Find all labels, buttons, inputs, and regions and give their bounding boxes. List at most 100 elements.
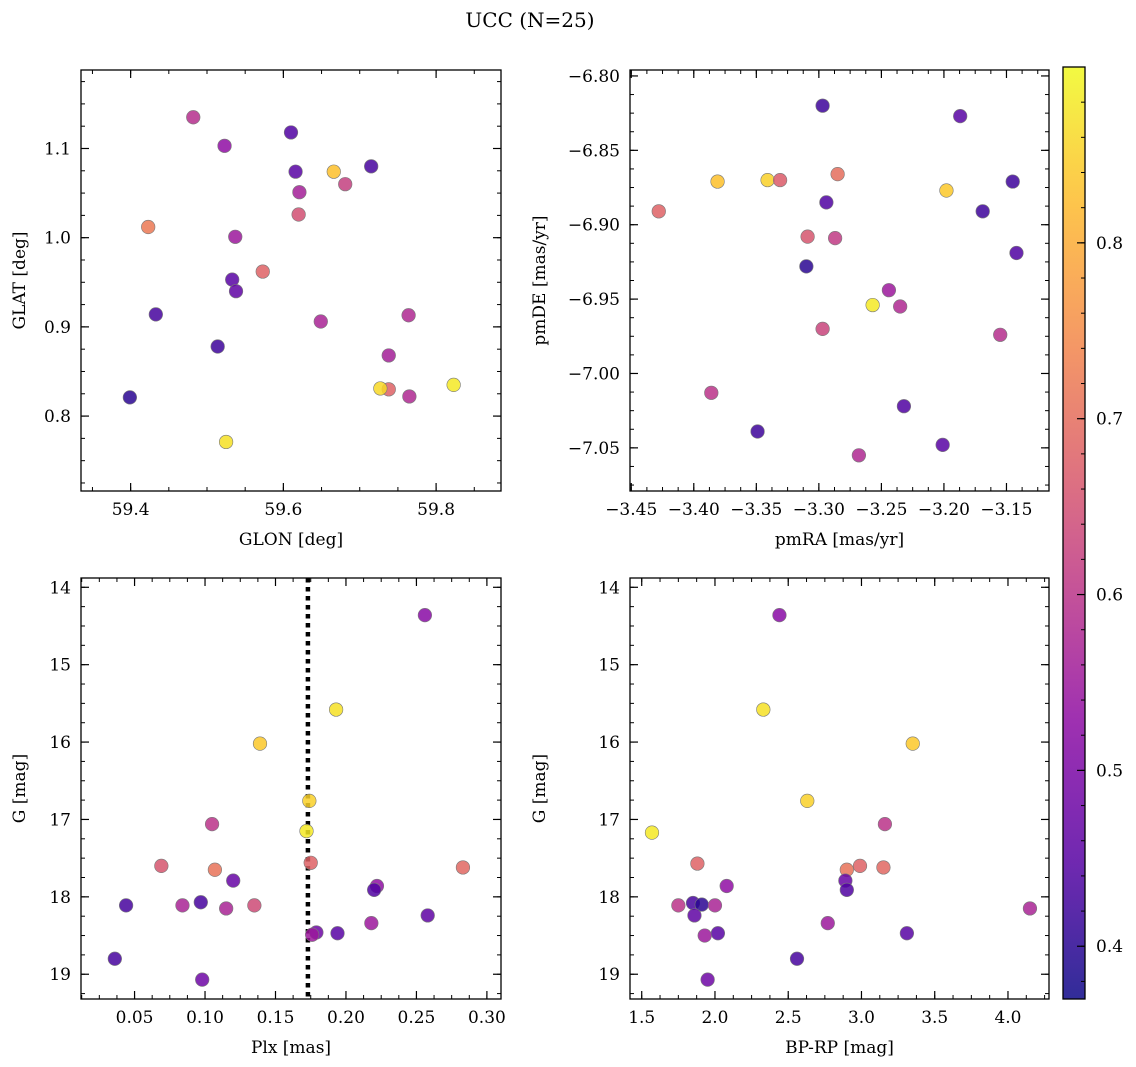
panel-plx_g: 0.05 0.10 0.15 0.20 0.25 0.30 14 15 16 17 18 19 Plx …	[10, 577, 506, 1058]
scatter-point	[789, 951, 805, 966]
panel-pmra_pmde: −3.45 −3.40 −3.35 −3.30 −3.25 −3.20 −3.15 −7.05…	[530, 67, 1050, 550]
y-axis-label: GLAT [deg]	[10, 231, 30, 329]
scatter-point	[756, 702, 771, 717]
scatter-point	[800, 229, 815, 244]
y-tick-label: −6.80	[568, 67, 620, 87]
x-tick-label: 59.8	[417, 500, 455, 520]
scatter-point	[815, 98, 830, 113]
x-tick-label: −3.40	[668, 500, 720, 520]
scatter-point	[893, 299, 908, 314]
axes-frame	[80, 69, 502, 492]
scatter-point	[651, 204, 666, 219]
x-tick-label: −3.20	[918, 500, 970, 520]
x-tick-label: 2.0	[701, 1008, 728, 1028]
scatter-point	[381, 348, 396, 363]
colorbar-tick-label: 0.4	[1096, 937, 1123, 957]
scatter-point	[446, 377, 461, 392]
x-axis-label: BP-RP [mag]	[785, 1038, 894, 1058]
scatter-point	[993, 327, 1008, 342]
scatter-point	[772, 608, 787, 623]
x-tick-label: 0.15	[257, 1008, 295, 1028]
scatter-point	[288, 164, 303, 179]
scatter-point	[877, 816, 893, 832]
panel-glon_glat: 59.4 59.6 59.8 0.8 0.9 1.0 1.1 GLON [deg] GLAT […	[10, 69, 502, 550]
scatter-point	[865, 297, 880, 313]
scatter-point	[195, 972, 210, 987]
scatter-point	[417, 608, 432, 623]
scatter-point	[799, 259, 814, 274]
colorbar-tick-label: 0.8	[1096, 234, 1123, 254]
y-tick-label: 19	[49, 965, 71, 985]
scatter-point	[772, 172, 788, 188]
scatter-point	[148, 307, 163, 322]
y-tick-label: −6.95	[568, 290, 620, 310]
x-tick-label: 3.0	[848, 1008, 875, 1028]
y-axis-label: pmDE [mas/yr]	[530, 215, 550, 345]
colorbar-gradient	[1062, 66, 1086, 1000]
scatter-point	[687, 908, 702, 923]
scatter-point	[175, 898, 190, 913]
scatter-point	[710, 174, 725, 189]
scatter-point	[204, 816, 220, 832]
x-tick-label: 59.6	[264, 500, 302, 520]
scatter-point	[750, 424, 765, 439]
colorbar: 0.4 0.5 0.6 0.7 0.8	[1062, 66, 1123, 1000]
x-tick-label: −3.30	[793, 500, 845, 520]
y-axis-label: G [mag]	[530, 754, 550, 823]
scatter-point	[819, 195, 834, 210]
y-tick-label: 1.1	[44, 139, 71, 159]
x-tick-label: 0.10	[186, 1008, 224, 1028]
x-tick-label: 0.30	[468, 1008, 506, 1028]
scatter-point	[852, 858, 868, 873]
scatter-point	[154, 858, 169, 873]
scatter-panels: 59.4 59.6 59.8 0.8 0.9 1.0 1.1 GLON [deg] GLAT […	[10, 67, 1050, 1058]
x-axis-label: Plx [mas]	[251, 1038, 331, 1058]
scatter-point	[122, 390, 137, 405]
y-tick-label: 19	[598, 965, 620, 985]
y-tick-label: 14	[598, 578, 620, 598]
scatter-point	[876, 860, 891, 875]
x-tick-label: 1.5	[628, 1008, 655, 1028]
scatter-point	[299, 823, 314, 839]
scatter-point	[1022, 901, 1038, 916]
scatter-point	[373, 381, 388, 396]
scatter-point	[291, 207, 306, 222]
scatter-point	[820, 916, 835, 931]
scatter-point	[186, 110, 201, 125]
scatter-point	[1005, 174, 1020, 189]
scatter-point	[881, 283, 897, 298]
x-tick-label: −3.25	[855, 500, 907, 520]
scatter-point	[313, 314, 328, 329]
x-tick-label: −3.35	[730, 500, 782, 520]
scatter-point	[226, 873, 241, 888]
colorbar-tick-label: 0.6	[1096, 586, 1123, 606]
scatter-point	[953, 109, 968, 124]
x-tick-label: 0.05	[116, 1008, 154, 1028]
scatter-point	[719, 878, 734, 894]
figure-title: UCC (N=25)	[465, 8, 594, 32]
scatter-point	[707, 898, 723, 913]
scatter-point	[330, 926, 345, 941]
y-tick-label: 17	[598, 810, 620, 830]
scatter-point	[935, 437, 950, 452]
scatter-point	[305, 927, 320, 942]
scatter-point	[690, 856, 705, 871]
panel-bprp_g: 1.5 2.0 2.5 3.0 3.5 4.0 14 15 16 17 18 19 BP-RP [mag…	[530, 577, 1050, 1058]
y-tick-label: 16	[598, 733, 620, 753]
y-tick-label: 18	[49, 888, 71, 908]
scatter-point	[896, 399, 912, 414]
x-tick-label: 2.5	[775, 1008, 802, 1028]
colorbar-tick-label: 0.7	[1096, 410, 1123, 430]
scatter-point	[252, 736, 268, 751]
scatter-point	[704, 385, 719, 400]
scatter-point	[851, 448, 866, 463]
scatter-point	[292, 185, 307, 200]
scatter-point	[303, 855, 318, 870]
scatter-point	[939, 183, 954, 198]
scatter-point	[367, 882, 382, 897]
scatter-point	[815, 321, 830, 336]
scatter-point	[1009, 245, 1024, 261]
scatter-point	[207, 862, 222, 877]
scatter-point	[700, 972, 715, 987]
